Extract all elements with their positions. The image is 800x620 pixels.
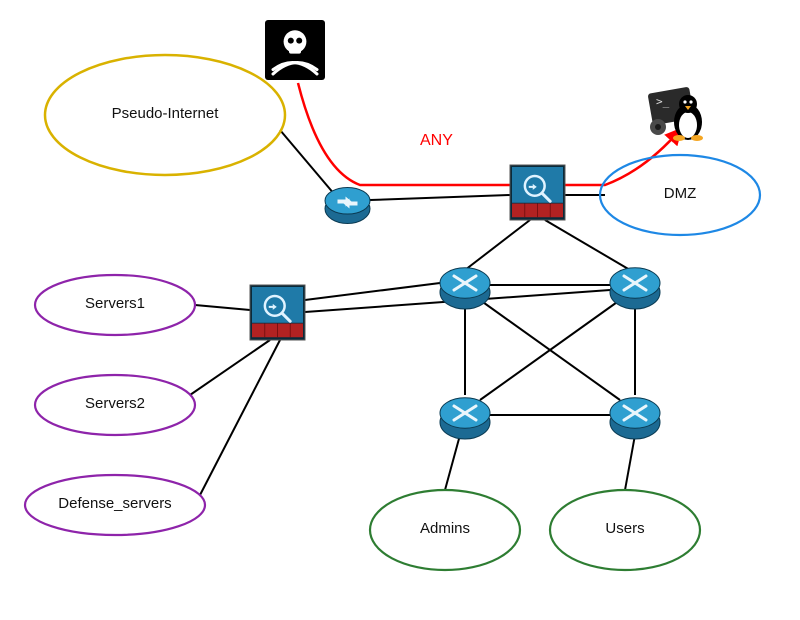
- node-r-c2: [610, 268, 660, 309]
- pirate-icon: [265, 20, 325, 80]
- linux-icon: >_: [648, 87, 703, 141]
- node-r-c3: [440, 398, 490, 439]
- node-r-edge: [325, 187, 370, 223]
- node-fw1: [510, 165, 565, 220]
- attack-path: [298, 83, 680, 185]
- zone-admins: [370, 490, 520, 570]
- zone-servers2: [35, 375, 195, 435]
- link-fw2-r-c1: [305, 283, 440, 300]
- link-r-c3-admins: [445, 435, 460, 490]
- link-pseudo-internet-r-edge: [280, 130, 335, 195]
- zone-servers1: [35, 275, 195, 335]
- zone-pseudo-internet: [45, 55, 285, 175]
- node-fw2: [250, 285, 305, 340]
- link-fw1-r-c2: [545, 220, 630, 270]
- network-diagram: ANY>_ Pseudo-InternetDMZServers1Servers2…: [0, 0, 800, 620]
- node-r-c4: [610, 398, 660, 439]
- link-servers2-fw2: [190, 340, 270, 395]
- node-r-c1: [440, 268, 490, 309]
- zone-dmz: [600, 155, 760, 235]
- zone-defense-servers: [25, 475, 205, 535]
- svg-text:>_: >_: [656, 95, 670, 108]
- link-servers1-fw2: [195, 305, 250, 310]
- link-fw1-r-c1: [465, 220, 530, 270]
- link-defense-servers-fw2: [200, 340, 280, 495]
- zone-users: [550, 490, 700, 570]
- link-r-edge-fw1: [370, 195, 510, 200]
- link-r-c4-users: [625, 435, 635, 490]
- attack-path-label: ANY: [420, 132, 453, 149]
